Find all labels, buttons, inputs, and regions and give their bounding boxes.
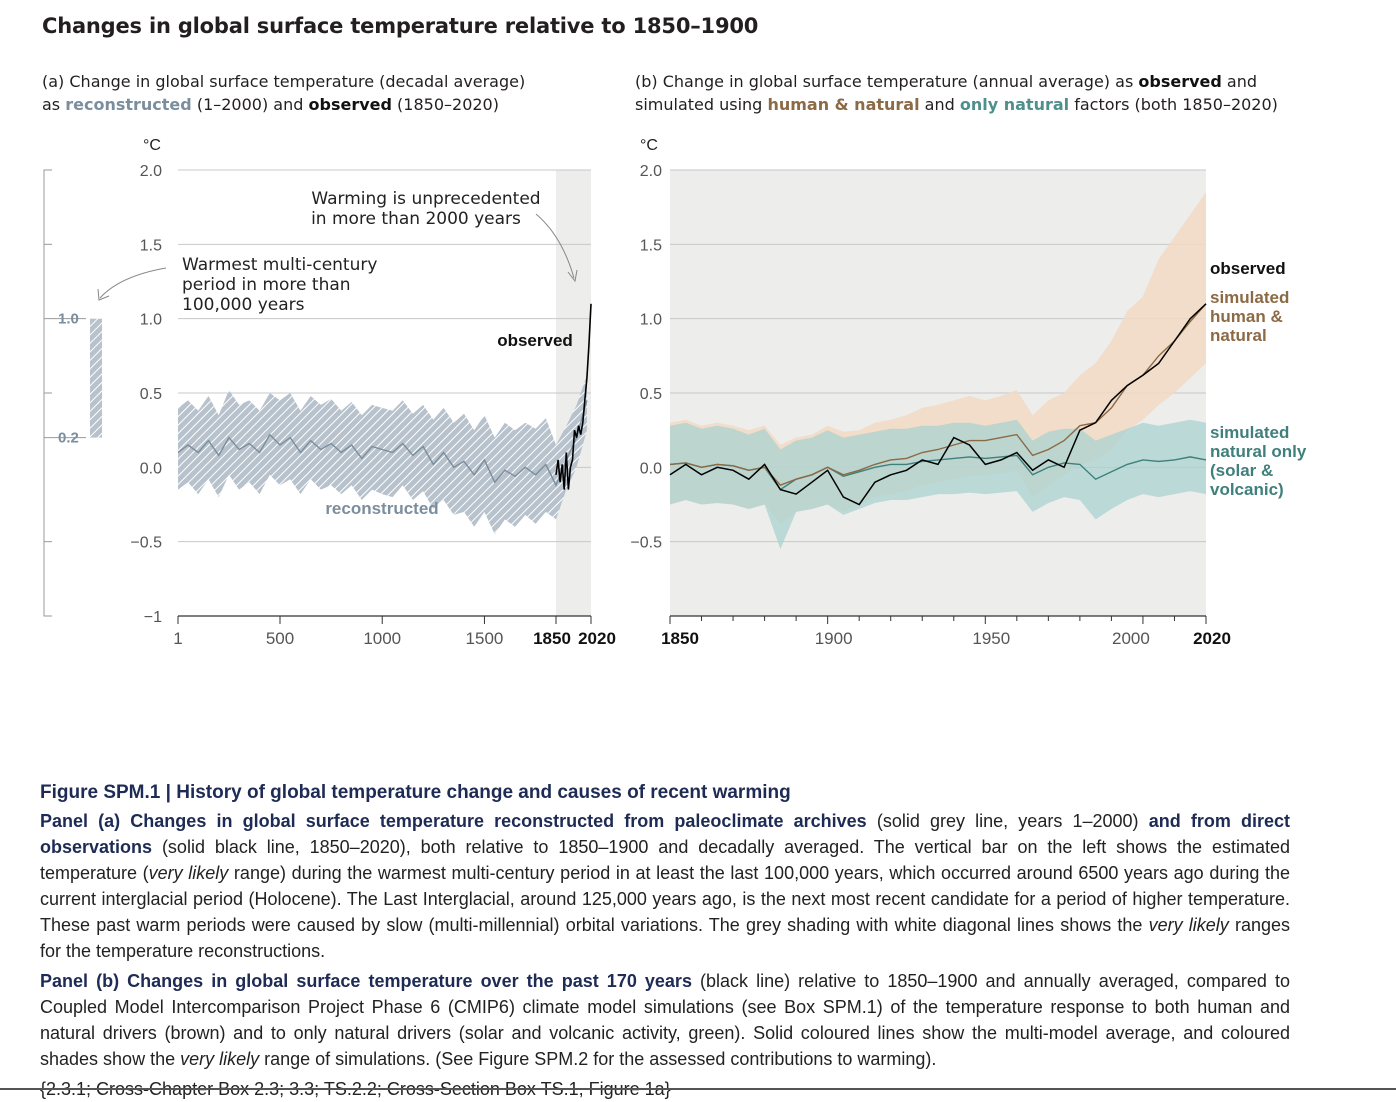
observed-line-b: [669, 303, 1207, 506]
caption-panel-b-text1: (black line) relative to 1850–1900 and a…: [40, 971, 1290, 1069]
caption-panel-b: Panel (b) Changes in global surface temp…: [40, 968, 1290, 1072]
legend-natural-line2: natural only: [1210, 442, 1307, 461]
caption-panel-a-very-likely-2: very likely: [1148, 915, 1229, 935]
panel-a-y-tick-label: 0.0: [140, 460, 162, 477]
caption-panel-a-very-likely-1: very likely: [148, 863, 229, 883]
caption-panel-a-lead: Panel (a) Changes in global surface temp…: [40, 811, 867, 831]
legend-human-line3: natural: [1210, 326, 1267, 345]
panel-b-x-tick-label: 1850: [661, 629, 699, 648]
observed-label-a: observed: [497, 331, 573, 350]
panel-a-y-tick-label: 1.5: [140, 237, 162, 254]
caption-panel-a-text2: (solid black line, 1850–2020), both rela…: [40, 837, 1290, 883]
panel-a-subtitle-end: (1850–2020): [397, 95, 499, 114]
panel-b-subtitle-only-natural: only natural: [959, 95, 1070, 114]
caption-panel-a-text3: range) during the warmest multi-century …: [40, 863, 1290, 935]
panel-b-subtitle-and2: and: [924, 95, 955, 114]
human-natural-line: [669, 303, 1207, 487]
annotation-unprecedented-arrow: [535, 213, 575, 279]
panel-a-subtitle-reconstructed: reconstructed: [65, 95, 192, 114]
annotation-unprecedented-line1: Warming is unprecedented: [311, 189, 540, 209]
warmest-period-bar: [90, 318, 102, 438]
legend-human-line1: simulated: [1210, 288, 1289, 307]
panel-a-y-tick-label: −0.5: [130, 535, 162, 552]
panel-a-subtitle-observed: observed: [308, 95, 392, 114]
legend-natural-line3: (solar &: [1210, 461, 1273, 480]
reconstructed-label: reconstructed: [325, 499, 438, 518]
panel-b-subtitle-line2: simulated using: [635, 95, 763, 114]
panel-a-chart: 2.01.51.00.50.0−0.5−1°C1 500 1000 1500 1850 2…: [43, 137, 616, 648]
panel-a-subtitle-mid: (1–2000) and: [196, 95, 304, 114]
reconstructed-range-band: [178, 375, 587, 535]
caption-panel-a: Panel (a) Changes in global surface temp…: [40, 808, 1290, 964]
panel-a-y-tick-label: −1: [144, 609, 162, 626]
panel-b-x-tick-label: 1950: [972, 629, 1010, 648]
charts-canvas: 2.01.51.00.50.0−0.5−1°C1 500 1000 1500 1850 2…: [43, 137, 1307, 648]
panel-b-y-tick-label: 2.0: [640, 163, 662, 180]
panel-b-y-tick-label: 0.5: [640, 386, 662, 403]
legend-human-line2: human &: [1210, 307, 1283, 326]
reconstructed-line: [177, 400, 588, 487]
panel-a-x-tick-label: 1850: [533, 629, 571, 648]
caption-panel-b-very-likely: very likely: [180, 1049, 260, 1069]
caption-figure-head: Figure SPM.1 | History of global tempera…: [40, 782, 791, 803]
annotation-warmest-arrowhead: [97, 288, 110, 301]
observed-line-a: [555, 303, 592, 490]
panel-a-y-tick-label: 0.5: [140, 386, 162, 403]
panel-b-subtitle-observed: observed: [1138, 72, 1222, 91]
panel-b-subtitle-and: and: [1226, 72, 1258, 91]
panel-b-y-unit: °C: [640, 137, 658, 154]
panel-b-x-tick-label: 2000: [1112, 629, 1150, 648]
caption-panel-a-text1: (solid grey line, years 1–2000): [876, 811, 1139, 831]
annotation-warmest-line2: period in more than: [182, 275, 351, 295]
page-title: Changes in global surface temperature re…: [42, 14, 759, 38]
panel-a-y-unit: °C: [143, 137, 161, 154]
caption-panel-b-lead: Panel (b) Changes in global surface temp…: [40, 971, 692, 991]
panel-b-chart: 2.0 1.5 1.0 0.5 0.0 −0.5 °C 1850 1900 1950 2000 202…: [630, 137, 1306, 648]
panel-a-x-tick-label: 1: [173, 629, 182, 648]
panel-b-subtitle-end: factors (both 1850–2020): [1074, 95, 1278, 114]
annotation-warmest-line1: Warmest multi-century: [182, 255, 377, 275]
page-bottom-rule: [0, 1088, 1396, 1090]
panel-b-y-tick-label: 1.5: [640, 237, 662, 254]
panel-a-x-tick-label: 500: [266, 629, 294, 648]
annotation-warmest-arrow: [99, 267, 167, 299]
panel-b-y-tick-label: 1.0: [640, 312, 662, 329]
panel-b-y-tick-label: −0.5: [630, 535, 662, 552]
annotation-warmest-line3: 100,000 years: [182, 295, 305, 315]
panel-a-y-tick-label: 1.0: [140, 312, 162, 329]
caption-panel-b-text2: range of simulations. (See Figure SPM.2 …: [259, 1049, 937, 1069]
legend-natural-line1: simulated: [1210, 423, 1289, 442]
panel-a-subtitle-line1: (a) Change in global surface temperature…: [42, 72, 526, 91]
panel-b-subtitle-line1: (b) Change in global surface temperature…: [635, 72, 1134, 91]
panel-b-y-tick-label: 0.0: [640, 460, 662, 477]
panel-b-x-tick-label: 2020: [1193, 629, 1231, 648]
panel-a-subtitle-as: as: [42, 95, 61, 114]
panel-b-subtitle-human-natural: human & natural: [767, 95, 920, 114]
warmest-period-low-label: 0.2: [58, 430, 79, 447]
legend-observed: observed: [1210, 259, 1286, 278]
panel-a-subtitle: (a) Change in global surface temperature…: [42, 70, 602, 116]
panel-b-subtitle: (b) Change in global surface temperature…: [635, 70, 1335, 116]
legend-natural-line4: volcanic): [1210, 480, 1284, 499]
panel-a-y-tick-label: 2.0: [140, 163, 162, 180]
annotation-unprecedented-line2: in more than 2000 years: [311, 209, 521, 229]
annotation-unprecedented-arrowhead: [567, 269, 578, 283]
figure-caption: Figure SPM.1 | History of global tempera…: [40, 780, 1290, 1102]
caption-panel-a-lead2: and from direct observations: [40, 811, 1290, 857]
panel-a-x-tick-label: 1500: [466, 629, 504, 648]
panel-a-x-tick-label: 2020: [578, 629, 616, 648]
caption-panel-a-text4: ranges for the temperature reconstructio…: [40, 915, 1290, 961]
warmest-period-high-label: 1.0: [58, 311, 79, 328]
natural-only-range-band: [670, 419, 1206, 550]
panel-b-x-tick-label: 1900: [815, 629, 853, 648]
panel-a-x-tick-label: 1000: [363, 629, 401, 648]
